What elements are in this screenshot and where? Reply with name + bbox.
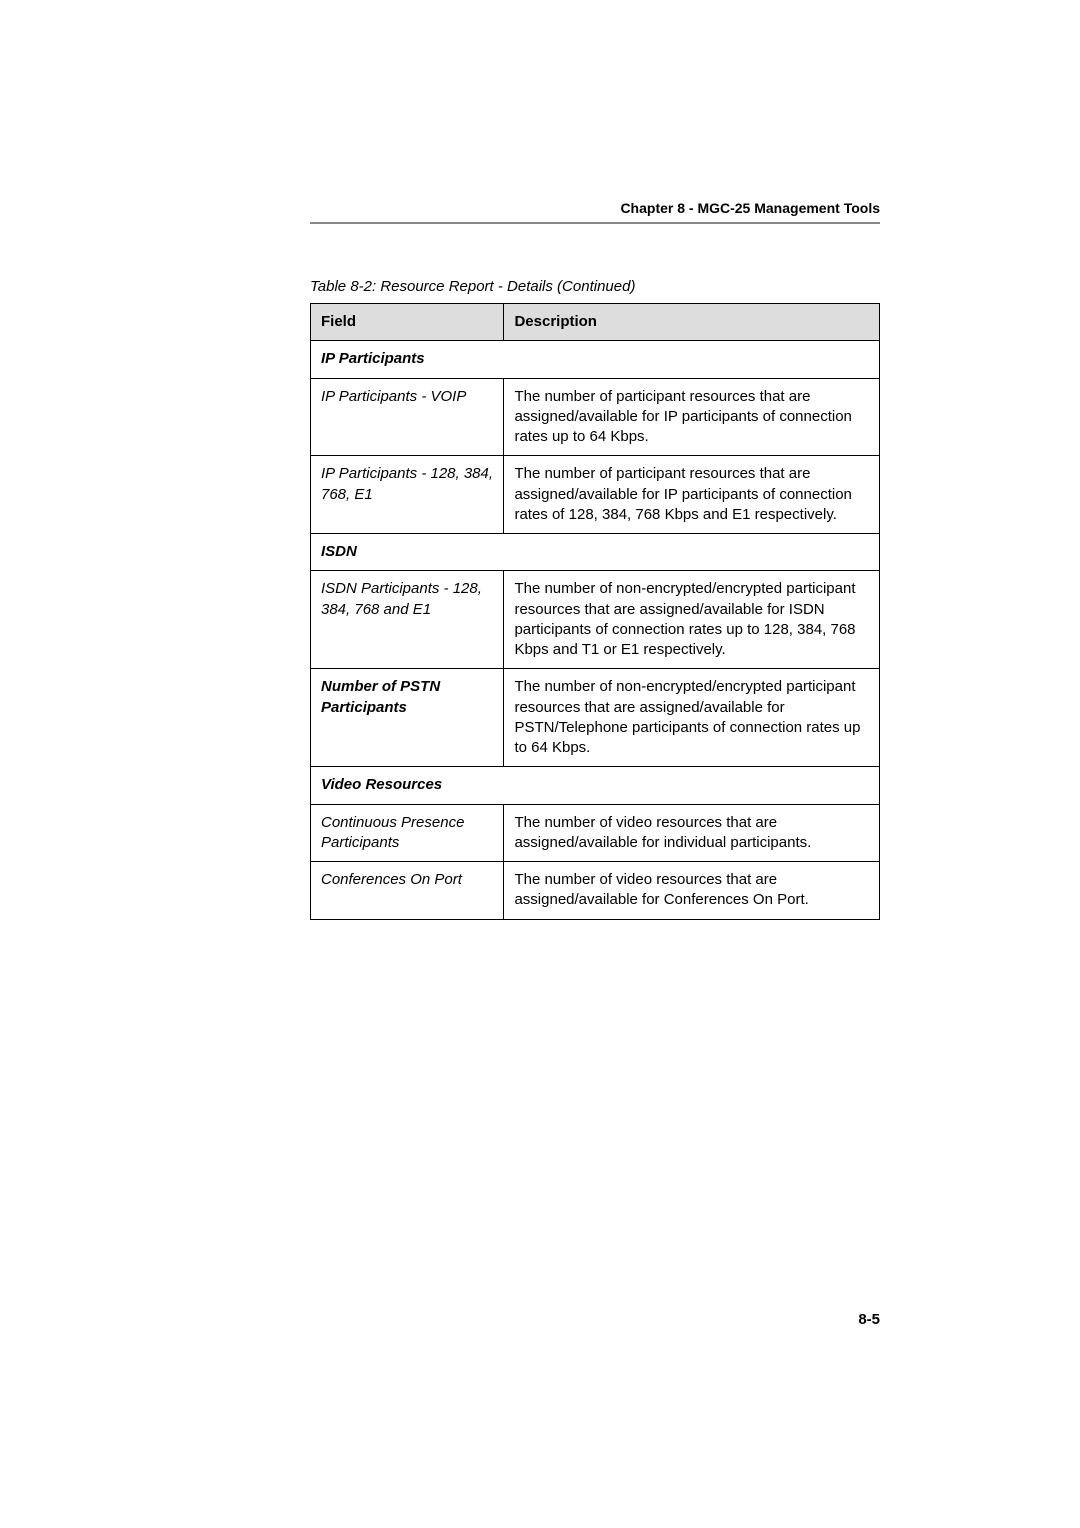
desc-cell: The number of participant resources that… — [504, 378, 880, 456]
section-title: ISDN — [311, 534, 880, 571]
section-isdn: ISDN — [311, 534, 880, 571]
table-row: ISDN Participants - 128, 384, 768 and E1… — [311, 571, 880, 669]
chapter-header: Chapter 8 - MGC-25 Management Tools — [310, 200, 880, 216]
table-row: Number of PSTN Participants The number o… — [311, 669, 880, 767]
page-number: 8-5 — [858, 1311, 880, 1328]
chapter-rule — [310, 222, 880, 224]
col-field: Field — [311, 304, 504, 341]
field-cell: Number of PSTN Participants — [311, 669, 504, 767]
col-description: Description — [504, 304, 880, 341]
table-row: IP Participants - VOIP The number of par… — [311, 378, 880, 456]
desc-cell: The number of video resources that are a… — [504, 862, 880, 920]
section-title: Video Resources — [311, 767, 880, 804]
field-cell: IP Participants - VOIP — [311, 378, 504, 456]
section-video-resources: Video Resources — [311, 767, 880, 804]
desc-cell: The number of video resources that are a… — [504, 804, 880, 862]
desc-cell: The number of non-encrypted/encrypted pa… — [504, 669, 880, 767]
resource-report-table: Field Description IP Participants IP Par… — [310, 303, 880, 920]
section-title: IP Participants — [311, 341, 880, 378]
desc-cell: The number of participant resources that… — [504, 456, 880, 534]
table-row: Conferences On Port The number of video … — [311, 862, 880, 920]
field-cell: IP Participants - 128, 384, 768, E1 — [311, 456, 504, 534]
desc-cell: The number of non-encrypted/encrypted pa… — [504, 571, 880, 669]
field-cell: Continuous Presence Participants — [311, 804, 504, 862]
field-cell: ISDN Participants - 128, 384, 768 and E1 — [311, 571, 504, 669]
section-ip-participants: IP Participants — [311, 341, 880, 378]
table-caption: Table 8-2: Resource Report - Details (Co… — [310, 278, 880, 295]
table-row: Continuous Presence Participants The num… — [311, 804, 880, 862]
table-header-row: Field Description — [311, 304, 880, 341]
table-row: IP Participants - 128, 384, 768, E1 The … — [311, 456, 880, 534]
field-cell: Conferences On Port — [311, 862, 504, 920]
